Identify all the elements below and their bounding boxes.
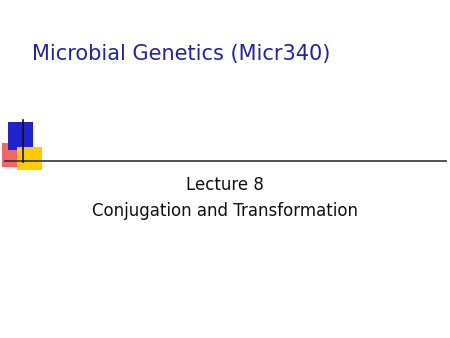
Text: Microbial Genetics (Micr340): Microbial Genetics (Micr340) [32,44,330,64]
Bar [8,122,33,150]
Text: Lecture 8
Conjugation and Transformation: Lecture 8 Conjugation and Transformation [92,176,358,220]
Bar [2,143,27,167]
Bar [17,147,42,170]
